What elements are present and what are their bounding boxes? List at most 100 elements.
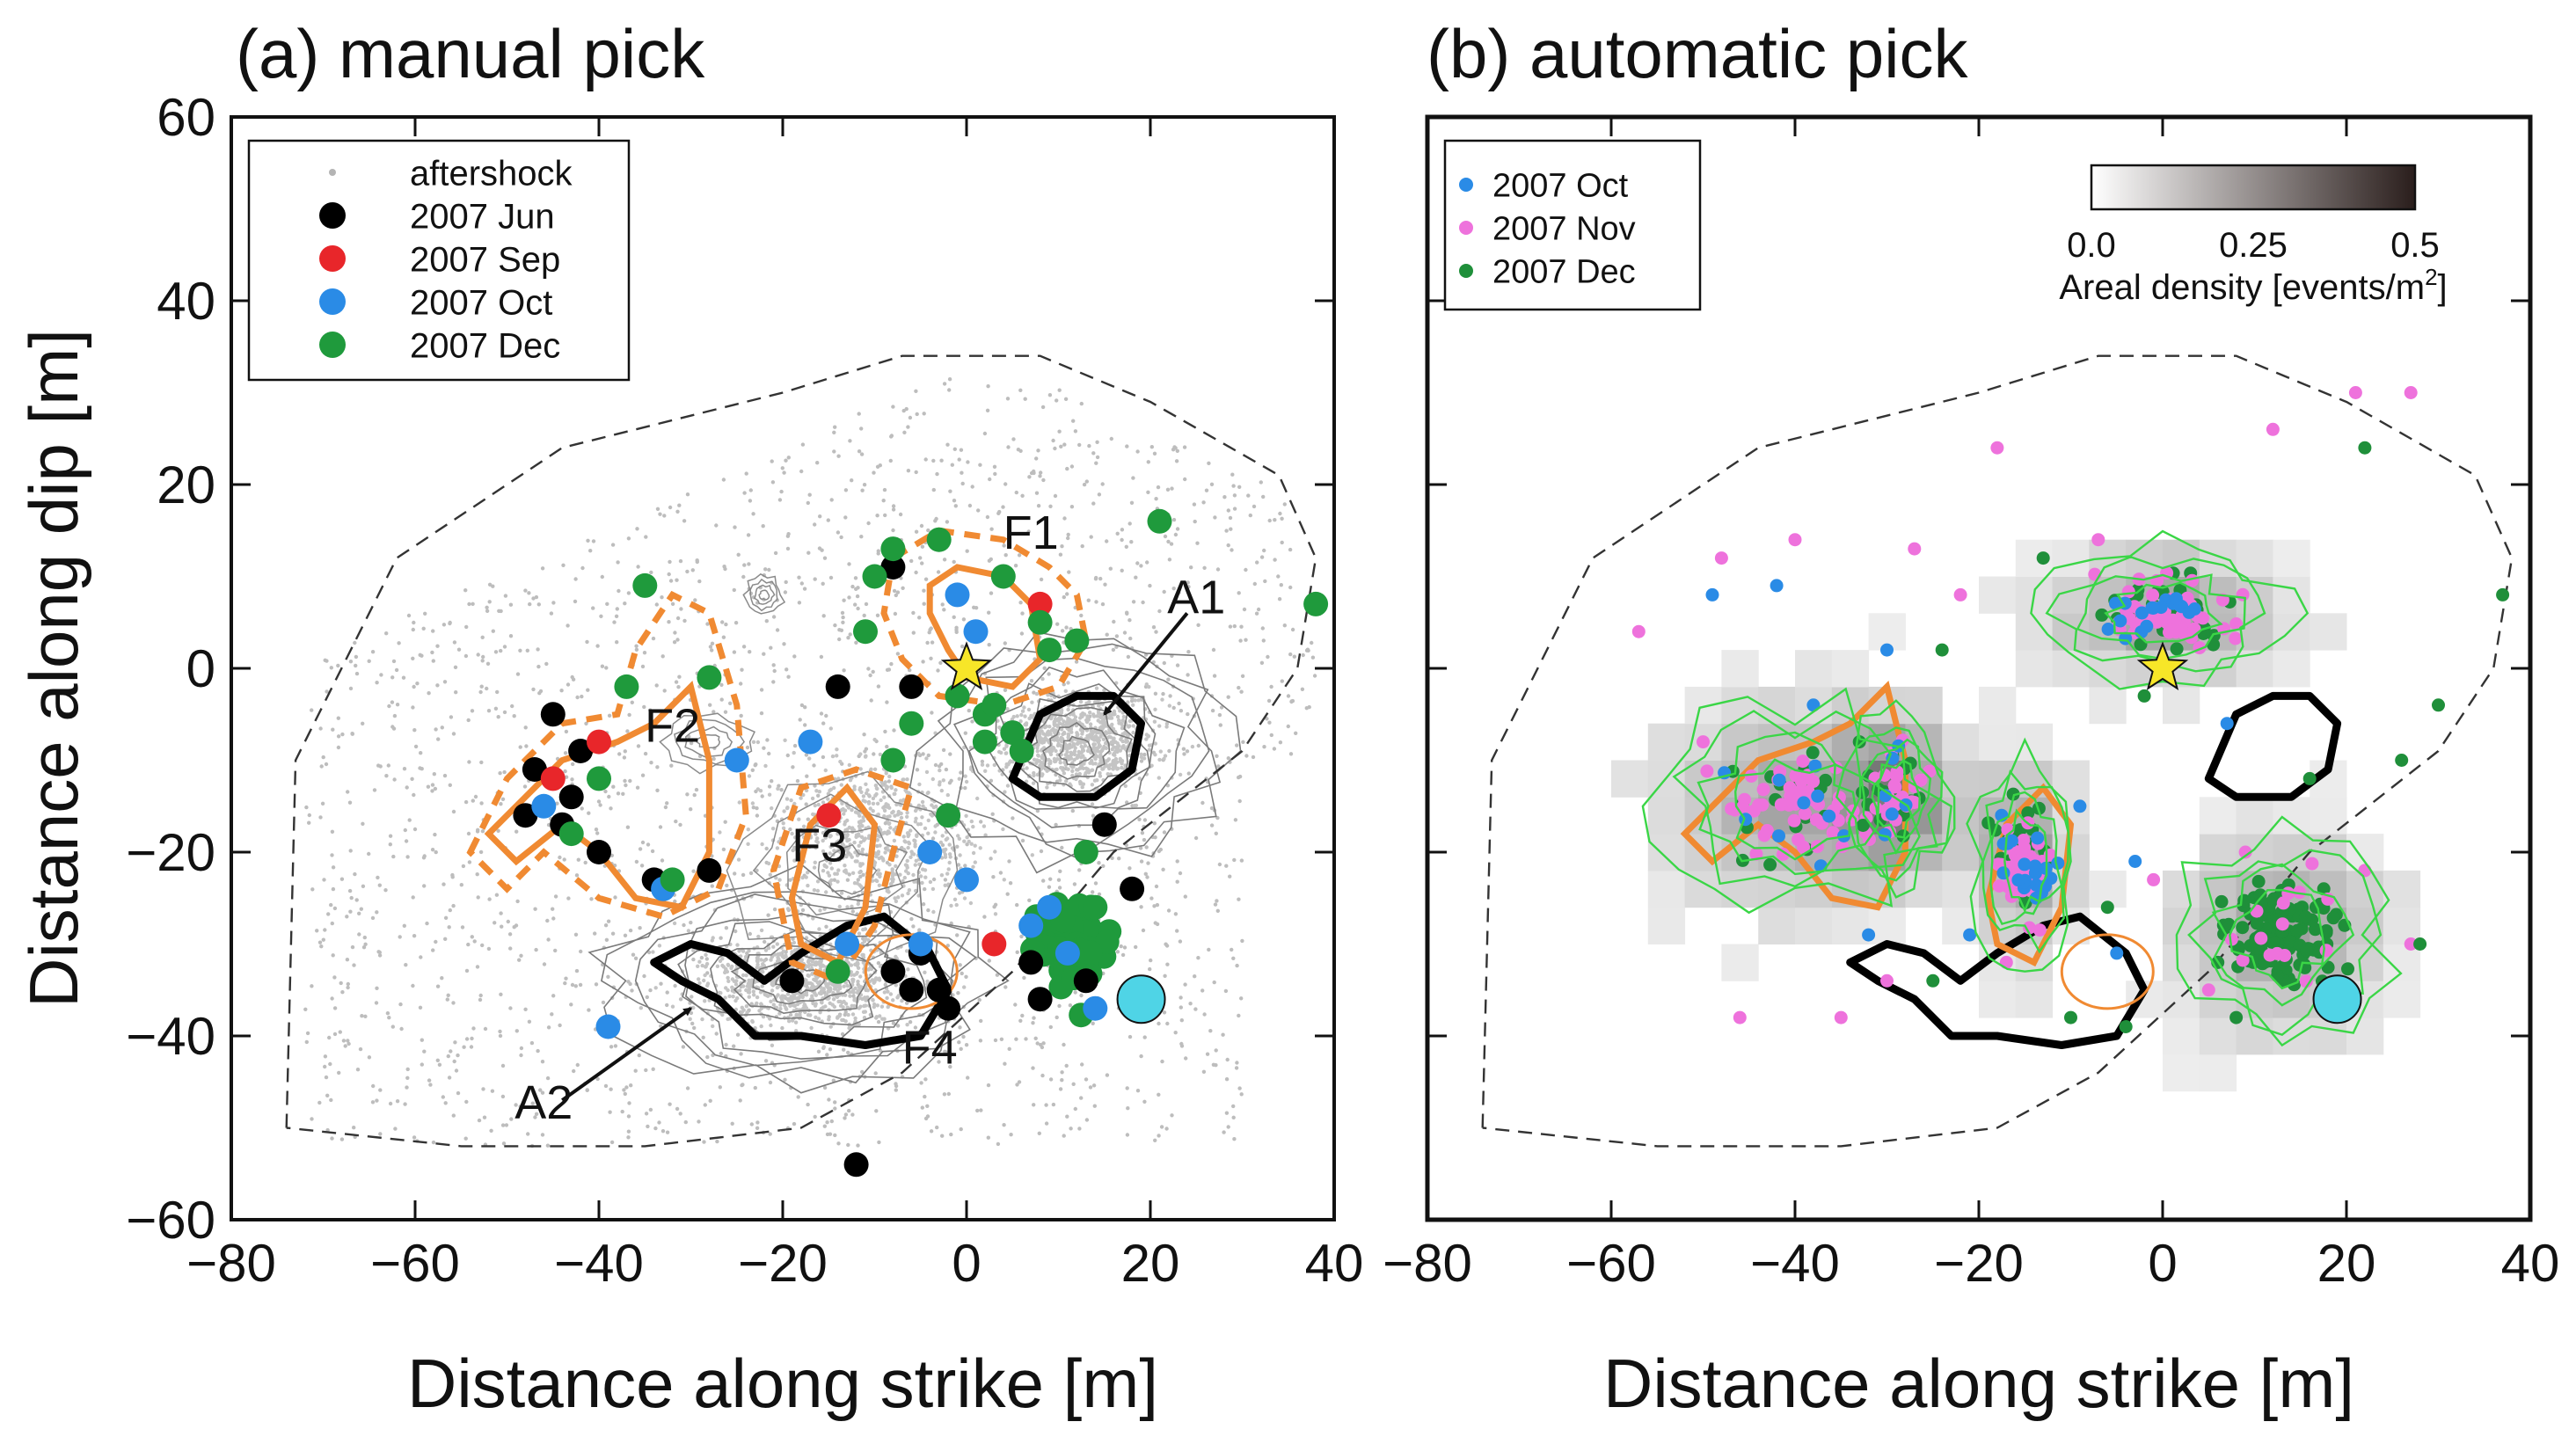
aftershock-dot xyxy=(1217,712,1222,718)
event-point xyxy=(1027,987,1053,1012)
aftershock-dot xyxy=(809,1025,814,1031)
aftershock-dot xyxy=(854,640,858,645)
aftershock-dot xyxy=(1237,798,1242,804)
aftershock-dot xyxy=(402,923,406,929)
aftershock-dot xyxy=(1222,1130,1226,1134)
aftershock-dot xyxy=(949,1053,954,1057)
aftershock-dot xyxy=(922,412,926,416)
aftershock-dot xyxy=(385,1011,390,1016)
density-cell xyxy=(1758,907,1796,944)
aftershock-dot xyxy=(481,654,485,660)
aftershock-dot xyxy=(1246,493,1251,498)
aftershock-dot xyxy=(889,661,894,667)
aftershock-dot xyxy=(485,686,489,691)
aftershock-dot xyxy=(1144,845,1149,849)
aftershock-dot xyxy=(966,1075,970,1080)
aftershock-dot xyxy=(1053,493,1058,499)
aftershock-dot xyxy=(1288,752,1294,756)
aftershock-dot xyxy=(807,756,812,761)
aftershock-dot xyxy=(1162,756,1166,762)
aftershock-dot xyxy=(1242,607,1247,612)
contour-line xyxy=(758,589,770,601)
aftershock-dot xyxy=(947,388,952,392)
aftershock-dot xyxy=(793,835,798,840)
aftershock-dot xyxy=(1055,725,1061,729)
aftershock-dot xyxy=(1041,732,1046,736)
aftershock-dot xyxy=(336,745,341,750)
aftershock-dot xyxy=(783,590,788,594)
aftershock-dot xyxy=(800,995,805,1000)
aftershock-dot xyxy=(1036,754,1041,758)
aftershock-dot xyxy=(989,778,994,783)
aftershock-dot xyxy=(318,815,323,820)
aftershock-dot xyxy=(973,860,978,864)
aftershock-dot xyxy=(1091,451,1096,456)
aftershock-dot xyxy=(833,623,837,628)
aftershock-dot xyxy=(857,843,861,848)
aftershock-dot xyxy=(1173,532,1179,537)
aftershock-dot xyxy=(1003,985,1008,989)
aftershock-dot xyxy=(797,601,802,605)
aftershock-dot xyxy=(1152,451,1157,456)
aftershock-dot xyxy=(839,840,844,844)
aftershock-dot xyxy=(1310,640,1314,645)
aftershock-dot xyxy=(1060,1070,1064,1075)
aftershock-dot xyxy=(732,650,737,654)
aftershock-dot xyxy=(703,999,707,1003)
density-cell xyxy=(2015,981,2054,1018)
aftershock-dot xyxy=(451,903,456,908)
aftershock-dot xyxy=(780,466,784,470)
aftershock-dot xyxy=(1040,405,1046,410)
aftershock-dot xyxy=(777,957,781,961)
aftershock-dot xyxy=(728,701,733,705)
aftershock-dot xyxy=(1048,716,1054,721)
aftershock-dot xyxy=(925,1104,930,1109)
aftershock-dot xyxy=(623,1091,627,1097)
aftershock-dot xyxy=(964,1043,969,1047)
aftershock-dot xyxy=(1139,859,1144,864)
aftershock-dot xyxy=(1239,1092,1244,1097)
aftershock-dot xyxy=(735,1032,741,1037)
aftershock-dot xyxy=(462,1045,466,1049)
aftershock-dot xyxy=(1196,956,1200,960)
aftershock-dot xyxy=(1109,740,1114,745)
aftershock-dot xyxy=(804,990,809,995)
aftershock-dot xyxy=(1019,712,1024,718)
aftershock-dot xyxy=(689,920,693,925)
event-point xyxy=(982,692,1007,718)
aftershock-dot xyxy=(942,558,947,562)
aftershock-dot xyxy=(1064,746,1069,751)
aftershock-dot xyxy=(1239,858,1244,863)
aftershock-dot xyxy=(459,883,463,887)
aftershock-dot xyxy=(862,837,866,842)
aftershock-dot xyxy=(830,1003,835,1007)
aftershock-dot xyxy=(1134,803,1139,808)
aftershock-dot xyxy=(319,944,324,949)
aftershock-dot xyxy=(1139,759,1144,763)
aftershock-dot xyxy=(1231,1115,1236,1120)
aftershock-dot xyxy=(787,1019,792,1024)
aftershock-dot xyxy=(780,994,785,998)
aftershock-dot xyxy=(1094,734,1098,740)
aftershock-dot xyxy=(943,883,947,887)
aftershock-dot xyxy=(499,609,503,614)
aftershock-dot xyxy=(759,1003,764,1007)
aftershock-dot xyxy=(633,956,639,961)
aftershock-dot xyxy=(704,957,709,961)
aftershock-dot xyxy=(536,664,541,669)
aftershock-dot xyxy=(901,879,905,884)
aftershock-dot xyxy=(1186,650,1191,654)
aftershock-dot xyxy=(662,689,667,693)
aftershock-dot xyxy=(1054,767,1059,772)
density-cell xyxy=(2163,1054,2200,1092)
aftershock-dot xyxy=(750,801,755,806)
aftershock-dot xyxy=(790,831,794,836)
aftershock-dot xyxy=(956,991,960,995)
aftershock-dot xyxy=(923,1077,928,1082)
aftershock-dot xyxy=(329,1097,333,1103)
aftershock-dot xyxy=(797,575,801,580)
aftershock-dot xyxy=(857,813,862,818)
aftershock-dot xyxy=(648,1107,653,1112)
aftershock-dot xyxy=(726,962,730,967)
aftershock-dot xyxy=(766,861,771,866)
